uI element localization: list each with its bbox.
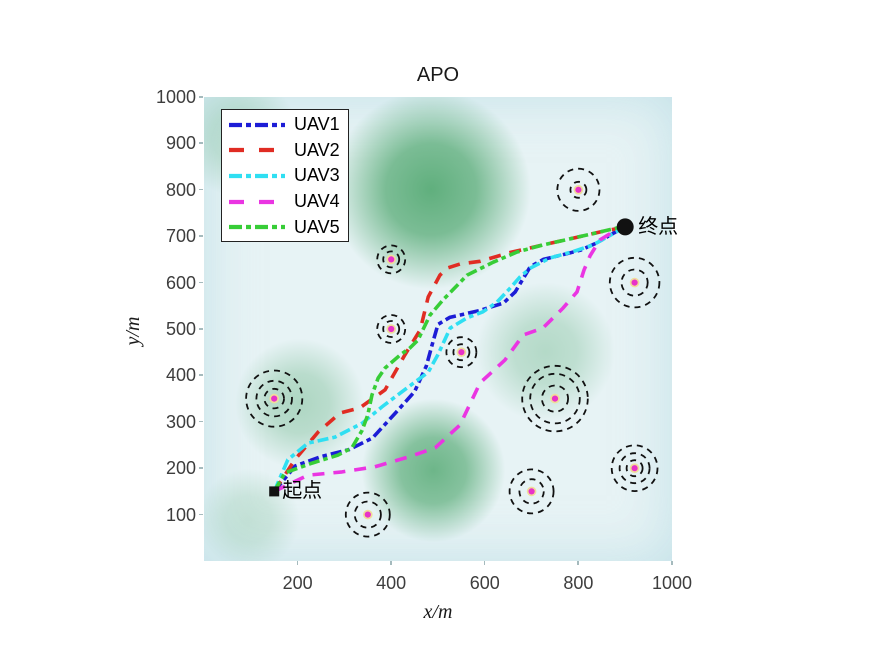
legend-item-uav2: UAV2 [222,138,348,164]
obstacle-ring [376,244,407,275]
legend-label: UAV3 [294,165,340,186]
obstacle-ring [382,320,401,338]
plot-area [204,97,672,561]
start-point-label: 起点 [282,480,323,503]
y-tick-label: 200 [165,458,196,479]
x-tick-label: 1000 [651,573,693,593]
legend-item-uav3: UAV3 [222,163,348,189]
y-tick-mark [199,328,203,330]
potential-field-blob [204,467,300,561]
y-tick-label: 500 [165,319,196,339]
y-tick-label: 600 [165,272,196,293]
y-tick-mark [199,420,203,423]
y-tick-label: 300 [165,411,196,432]
obstacle-center-dot [388,325,395,333]
y-tick-label: 1000 [155,87,196,107]
legend-item-uav5: UAV5 [222,214,348,240]
obstacle-center-dot [271,395,278,402]
obstacle-ring [508,468,555,515]
legend-line-sample [229,173,285,179]
legend-line-sample [229,122,285,127]
trajectory-uav3 [272,225,627,493]
plot-title: APO [416,64,460,86]
x-tick-mark [390,561,392,565]
obstacle-ring [452,343,471,362]
obstacle-center-dot [551,395,559,402]
end-marker [616,218,634,236]
obstacle-ring [344,491,391,538]
legend-label: UAV1 [294,114,340,135]
end-point-label: 终点 [638,215,679,238]
y-tick-mark [199,513,203,516]
obstacle-center-dot [528,488,535,495]
legend-label: UAV4 [294,191,340,212]
potential-field-blob [234,337,366,469]
y-tick-label: 100 [165,504,196,525]
obstacle-ring [521,364,589,433]
obstacle-ring [518,478,545,505]
obstacle-ring [618,452,651,485]
start-marker [269,486,280,497]
x-tick-mark [296,561,299,565]
x-tick-label: 800 [563,573,594,593]
obstacle-center-dot [458,349,465,356]
obstacle-ring [625,459,644,478]
obstacle-center-dot [631,465,638,472]
x-tick-mark [483,561,486,565]
y-axis-label: y/m [122,316,144,346]
x-axis-label: x/m [423,601,453,623]
legend-box: UAV1 UAV2 UAV3 UAV4 UAV5 [221,109,349,242]
obstacle-center-dot [364,511,371,518]
x-tick-label: 200 [282,573,313,593]
trajectory-uav2 [272,225,626,493]
legend-item-uav4: UAV4 [222,189,348,215]
y-tick-mark [199,142,203,144]
obstacle-ring [556,167,601,212]
legend-line-sample [229,148,285,153]
obstacle-ring [529,372,581,425]
y-tick-mark [199,281,203,284]
obstacle-ring [353,500,382,529]
trajectory-uav1 [272,225,627,493]
x-tick-mark [671,561,673,565]
y-tick-mark [199,188,203,191]
obstacle-ring [569,180,588,199]
obstacle-ring [263,387,285,410]
obstacle-ring [620,268,649,297]
y-tick-mark [199,96,203,98]
obstacle-ring [610,444,659,493]
y-tick-label: 400 [165,365,196,386]
legend-label: UAV2 [294,139,340,160]
obstacle-ring [445,336,478,369]
y-tick-label: 700 [165,226,196,247]
potential-field-blob [330,97,532,291]
obstacle-center-dot [575,186,582,193]
y-tick-label: 900 [165,133,196,154]
y-tick-mark [199,235,203,237]
obstacle-ring [382,250,401,269]
y-tick-mark [199,374,203,376]
obstacle-ring [376,314,407,344]
trajectory-uav5 [272,224,626,493]
y-tick-mark [199,467,203,469]
obstacle-ring [540,384,569,413]
obstacle-ring [255,379,293,418]
x-tick-label: 400 [376,573,407,593]
x-tick-mark [577,561,579,565]
legend-label: UAV5 [294,216,340,237]
chart-overlay [245,167,661,538]
x-tick-label: 600 [469,573,500,593]
obstacle-ring [608,256,661,309]
obstacle-center-dot [388,256,395,263]
y-tick-label: 800 [165,179,196,200]
legend-item-uav1: UAV1 [222,112,348,138]
legend-line-sample [229,225,285,230]
trajectory-uav4 [273,225,626,494]
obstacle-center-dot [631,279,638,286]
legend-line-sample [229,199,285,204]
obstacle-ring [245,369,304,428]
